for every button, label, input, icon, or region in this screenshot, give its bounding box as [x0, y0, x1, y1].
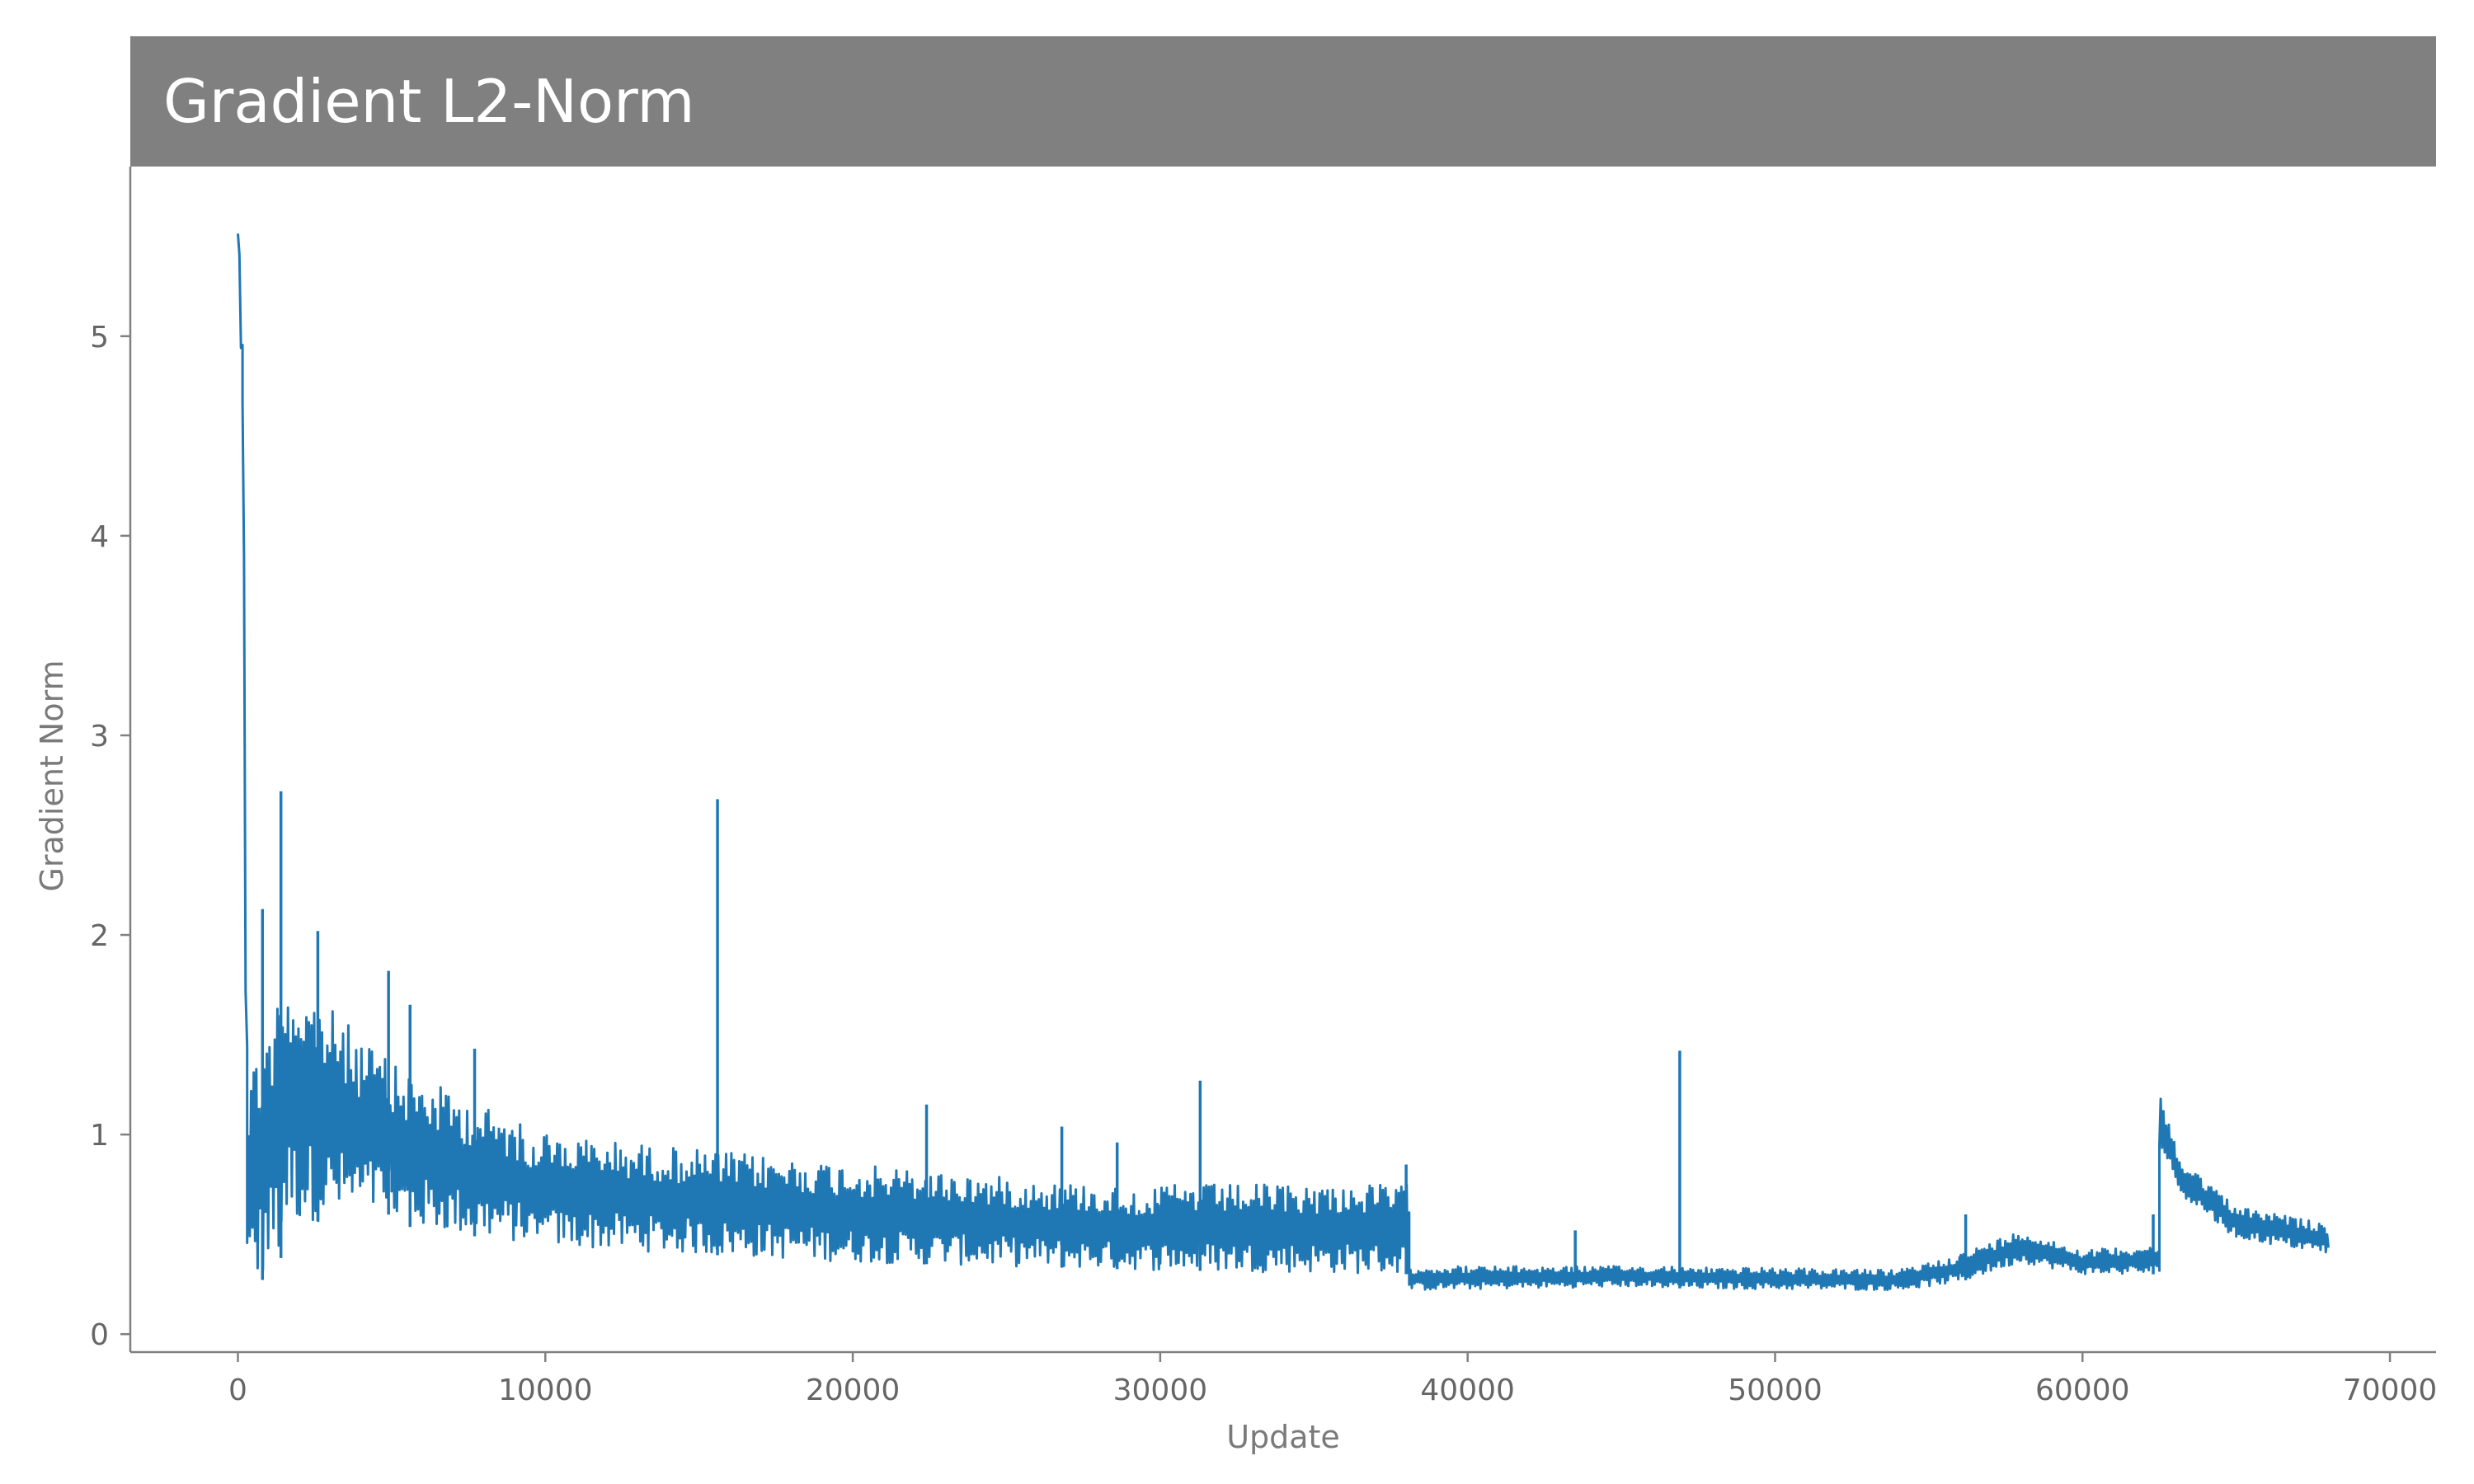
x-tick-label: 30000 — [1113, 1374, 1208, 1407]
y-tick-label: 5 — [90, 321, 109, 355]
x-tick-label: 40000 — [1420, 1374, 1515, 1407]
x-tick-label: 50000 — [1728, 1374, 1823, 1407]
chart-title: Gradient L2-Norm — [163, 67, 695, 136]
y-tick-label: 3 — [90, 720, 109, 754]
x-tick-label: 60000 — [2035, 1374, 2130, 1407]
x-axis-label: Update — [1226, 1419, 1340, 1455]
x-tick-label: 70000 — [2343, 1374, 2438, 1407]
x-tick-label: 20000 — [806, 1374, 901, 1407]
x-ticks: 0 10000 20000 30000 40000 50000 60000 70000 — [228, 1352, 2437, 1407]
x-tick-label: 0 — [228, 1374, 247, 1407]
x-tick-label: 10000 — [498, 1374, 593, 1407]
axes — [129, 167, 2436, 1354]
gradient-norm-line — [237, 233, 2330, 1291]
chart-title-bar: Gradient L2-Norm — [130, 36, 2436, 167]
y-tick-label: 2 — [90, 919, 109, 953]
y-tick-label: 0 — [90, 1318, 109, 1352]
y-axis-label: Gradient Norm — [34, 660, 70, 891]
y-ticks: 0 1 2 3 4 5 — [90, 321, 130, 1352]
y-tick-label: 4 — [90, 520, 109, 554]
y-tick-label: 1 — [90, 1119, 109, 1153]
series-line — [237, 233, 2330, 1291]
